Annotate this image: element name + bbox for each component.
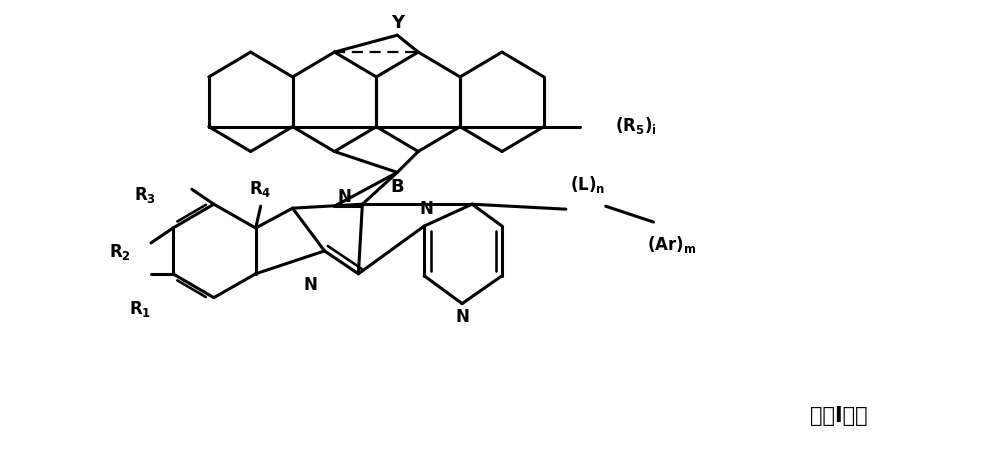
- Text: $\mathbf{R_1}$: $\mathbf{R_1}$: [129, 298, 151, 318]
- Text: $\mathbf{(L)_n}$: $\mathbf{(L)_n}$: [570, 173, 605, 194]
- Text: $\mathbf{R_3}$: $\mathbf{R_3}$: [134, 185, 156, 205]
- Text: B: B: [390, 178, 404, 196]
- Text: N: N: [419, 200, 433, 218]
- Text: Y: Y: [391, 14, 404, 32]
- Text: $\mathbf{R_2}$: $\mathbf{R_2}$: [109, 241, 131, 261]
- Text: N: N: [337, 188, 351, 206]
- Text: 式（I）；: 式（I）；: [810, 405, 868, 425]
- Text: $\mathbf{(Ar)_m}$: $\mathbf{(Ar)_m}$: [647, 234, 696, 255]
- Text: $\mathbf{R_4}$: $\mathbf{R_4}$: [249, 179, 272, 199]
- Text: N: N: [455, 307, 469, 325]
- Text: N: N: [304, 275, 317, 293]
- Text: $\mathbf{(R_5)_i}$: $\mathbf{(R_5)_i}$: [615, 115, 657, 136]
